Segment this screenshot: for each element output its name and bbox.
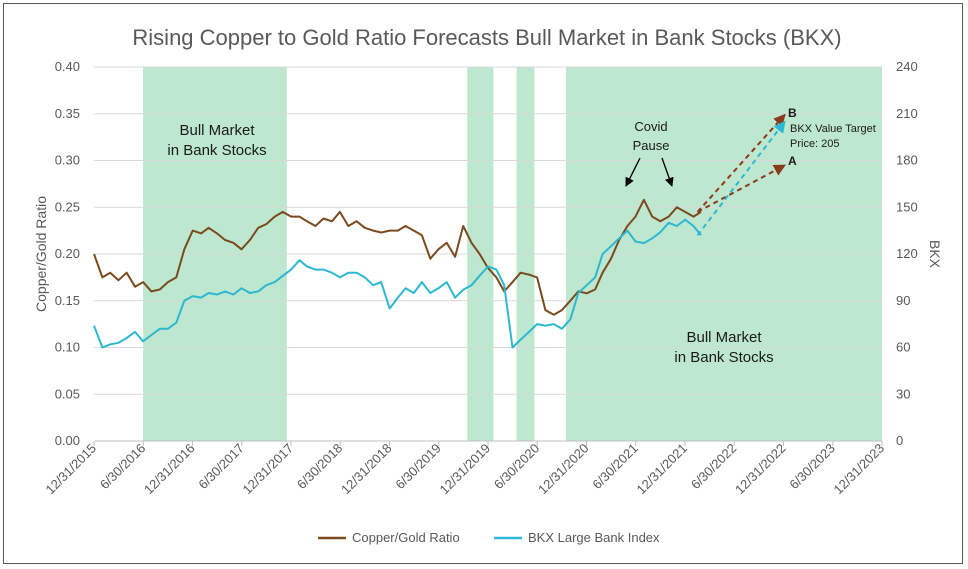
y-tick-label-left-0: 0.00 bbox=[55, 433, 80, 448]
projection-arrows bbox=[696, 113, 786, 236]
x-tick-label-9: 6/30/2020 bbox=[491, 441, 543, 493]
annotations: Bull Market in Bank Stocks Bull Market i… bbox=[167, 106, 875, 366]
x-tick-label-2: 12/31/2016 bbox=[141, 441, 198, 498]
y-tick-label-left-5: 0.25 bbox=[55, 199, 80, 214]
x-tick-label-8: 12/31/2019 bbox=[436, 441, 493, 498]
covid-arrow-left bbox=[625, 157, 641, 187]
y-tick-label-right-6: 180 bbox=[896, 153, 918, 168]
target-label-a: A bbox=[788, 154, 797, 168]
series-line-1 bbox=[93, 218, 702, 349]
y-tick-label-left-2: 0.10 bbox=[55, 340, 80, 355]
bull-market-left-line2: in Bank Stocks bbox=[167, 142, 266, 159]
legend-label-bkx: BKX Large Bank Index bbox=[528, 530, 660, 545]
x-tick-label-3: 6/30/2017 bbox=[195, 441, 247, 493]
y-tick-label-right-4: 120 bbox=[896, 246, 918, 261]
x-tick-label-0: 12/31/2015 bbox=[42, 441, 99, 498]
y-tick-label-left-1: 0.05 bbox=[55, 386, 80, 401]
target-label-b: B bbox=[788, 106, 797, 120]
x-tick-label-4: 12/31/2017 bbox=[239, 441, 296, 498]
projection-arrow-0 bbox=[697, 164, 786, 213]
x-tick-label-10: 12/31/2020 bbox=[535, 441, 592, 498]
x-tick-label-11: 6/30/2021 bbox=[589, 441, 641, 493]
x-tick-label-1: 6/30/2016 bbox=[97, 441, 149, 493]
chart-title: Rising Copper to Gold Ratio Forecasts Bu… bbox=[132, 25, 841, 50]
bkx-target-line1: BKX Value Target bbox=[790, 123, 876, 135]
y-tick-label-right-8: 240 bbox=[896, 59, 918, 74]
x-tick-label-5: 6/30/2018 bbox=[294, 441, 346, 493]
x-tick-label-12: 12/31/2021 bbox=[633, 441, 690, 498]
bull-market-left-line1: Bull Market bbox=[179, 122, 255, 139]
legend: Copper/Gold Ratio BKX Large Bank Index bbox=[318, 530, 660, 545]
x-tick-label-7: 6/30/2019 bbox=[392, 441, 444, 493]
bull-market-right-line2: in Bank Stocks bbox=[674, 349, 773, 366]
y-tick-label-left-8: 0.40 bbox=[55, 59, 80, 74]
x-tick-label-14: 12/31/2022 bbox=[732, 441, 789, 498]
series-layer bbox=[93, 198, 702, 349]
y-tick-label-right-0: 0 bbox=[896, 433, 903, 448]
y-tick-label-left-4: 0.20 bbox=[55, 246, 80, 261]
y-tick-label-right-1: 30 bbox=[896, 386, 910, 401]
y-tick-label-left-7: 0.35 bbox=[55, 106, 80, 121]
covid-label-line2: Pause bbox=[633, 138, 670, 153]
y-tick-label-right-5: 150 bbox=[896, 199, 918, 214]
covid-arrow-right bbox=[661, 157, 674, 187]
bkx-target-line2: Price: 205 bbox=[790, 138, 840, 150]
y-tick-label-right-3: 90 bbox=[896, 293, 910, 308]
x-tick-label-6: 12/31/2018 bbox=[338, 441, 395, 498]
x-tick-label-15: 6/30/2023 bbox=[786, 441, 838, 493]
y-tick-label-left-3: 0.15 bbox=[55, 293, 80, 308]
projection-arrow-1 bbox=[696, 113, 786, 213]
y-axis-right-label: BKX bbox=[927, 240, 943, 269]
series-line-0 bbox=[93, 198, 702, 316]
gridlines bbox=[94, 66, 882, 442]
y-tick-label-left-6: 0.30 bbox=[55, 153, 80, 168]
covid-label-line1: Covid bbox=[634, 119, 667, 134]
y-tick-label-right-7: 210 bbox=[896, 106, 918, 121]
bull-market-right-line1: Bull Market bbox=[686, 329, 762, 346]
x-tick-label-16: 12/31/2023 bbox=[830, 441, 887, 498]
y-tick-label-right-2: 60 bbox=[896, 340, 910, 355]
y-axis-left-label: Copper/Gold Ratio bbox=[33, 196, 49, 312]
legend-label-copper-gold: Copper/Gold Ratio bbox=[352, 530, 460, 545]
x-tick-label-13: 6/30/2022 bbox=[688, 441, 740, 493]
projection-arrow-2 bbox=[696, 120, 786, 236]
